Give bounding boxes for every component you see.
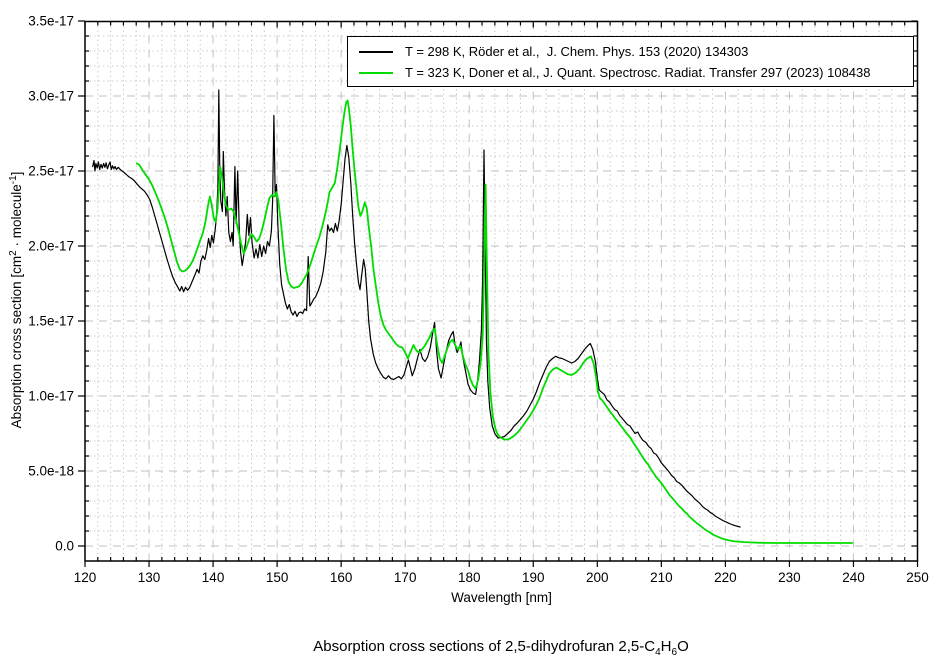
legend-label: T = 298 K, Röder et al., J. Chem. Phys. … <box>405 44 749 59</box>
y-tick-label: 1.5e-17 <box>28 314 74 329</box>
x-tick-label: 240 <box>842 570 865 585</box>
x-tick-label: 230 <box>778 570 801 585</box>
x-tick-label: 180 <box>458 570 481 585</box>
y-axis-title: Absorption cross section [cm2 · molecule… <box>8 171 24 429</box>
x-tick-label: 140 <box>202 570 225 585</box>
series-lines <box>92 89 854 544</box>
legend-label: T = 323 K, Doner et al., J. Quant. Spect… <box>405 65 871 80</box>
x-tick-label: 120 <box>74 570 97 585</box>
legend-line-swatch-black <box>359 50 393 53</box>
series-line-323k <box>135 99 854 544</box>
y-tick-label: 1.0e-17 <box>28 389 74 404</box>
x-axis-title: Wavelength [nm] <box>85 590 918 605</box>
x-tick-label: 210 <box>650 570 673 585</box>
x-tick-label: 160 <box>330 570 353 585</box>
x-tick-label: 150 <box>266 570 289 585</box>
grid-minor <box>85 21 918 561</box>
series-line-298k <box>92 89 741 528</box>
y-tick-label: 2.0e-17 <box>28 239 74 254</box>
x-tick-label: 250 <box>906 570 929 585</box>
y-tick-label: 0.0 <box>55 539 74 554</box>
legend-entry-298k: T = 298 K, Röder et al., J. Chem. Phys. … <box>348 41 913 62</box>
y-tick-label: 2.5e-17 <box>28 164 74 179</box>
legend-entry-323k: T = 323 K, Doner et al., J. Quant. Spect… <box>348 62 913 83</box>
y-tick-label: 3.0e-17 <box>28 89 74 104</box>
chart-caption: Absorption cross sections of 2,5-dihydro… <box>313 638 689 658</box>
legend-line-swatch-green <box>359 71 393 74</box>
x-tick-label: 190 <box>522 570 545 585</box>
legend: T = 298 K, Röder et al., J. Chem. Phys. … <box>347 36 914 87</box>
y-tick-label: 5.0e-18 <box>28 464 74 479</box>
x-tick-label: 170 <box>394 570 417 585</box>
x-tick-label: 220 <box>714 570 737 585</box>
y-tick-label: 3.5e-17 <box>28 14 74 29</box>
x-axis-title-text: Wavelength [nm] <box>451 590 552 605</box>
axis-ticks <box>78 20 919 567</box>
x-tick-label: 200 <box>586 570 609 585</box>
tick-labels: 120 130 140 150 160 170 180 190 200 210 220 230 240 2… <box>28 14 929 586</box>
x-tick-label: 130 <box>138 570 161 585</box>
plot-border <box>84 20 919 562</box>
grid-major <box>85 21 918 561</box>
